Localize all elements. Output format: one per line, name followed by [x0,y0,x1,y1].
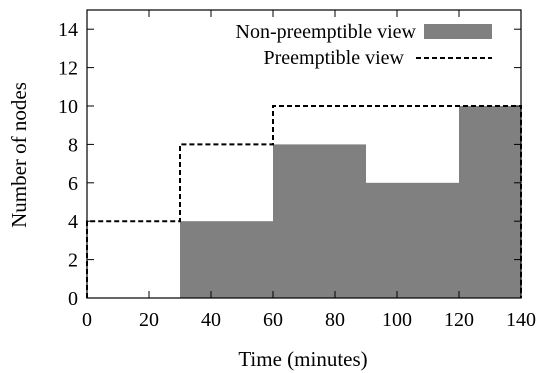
x-tick-label-6: 120 [444,309,474,331]
tick-labels: 0 20 40 60 80 100 120 140 0 2 4 6 8 10 12 14 [58,19,536,331]
y-tick-label-7: 14 [58,19,78,41]
y-tick-label-4: 8 [68,134,78,156]
y-axis-title: Number of nodes [7,82,31,228]
nonpreemptible-bar-3 [459,106,521,298]
nonpreemptible-bar-1 [273,144,366,298]
x-tick-label-2: 40 [201,309,221,331]
legend-label-nonpreemptible: Non-preemptible view [236,21,417,43]
nonpreemptible-bar-0 [180,221,273,298]
nonpreemptible-bar-2 [366,182,459,298]
legend: Non-preemptible view Preemptible view [236,21,492,69]
x-tick-label-3: 60 [263,309,283,331]
y-tick-label-6: 12 [58,58,78,80]
y-tick-label-1: 2 [68,250,78,272]
x-tick-label-4: 80 [325,309,345,331]
axes [86,9,522,299]
legend-swatch-nonpreemptible [424,24,492,39]
y-tick-label-5: 10 [58,96,78,118]
y-tick-label-0: 0 [68,288,78,310]
y-tick-label-3: 6 [68,173,78,195]
plot-frame [86,9,522,299]
preemptible-line-layer [86,105,522,298]
legend-label-preemptible: Preemptible view [263,47,404,69]
preemptible-step-line [86,105,522,298]
x-tick-label-7: 140 [506,309,536,331]
nonpreemptible-bars [180,106,521,298]
x-tick-label-5: 100 [382,309,412,331]
x-tick-label-1: 20 [139,309,159,331]
x-tick-label-0: 0 [82,309,92,331]
x-axis-title: Time (minutes) [238,347,367,371]
y-tick-label-2: 4 [68,211,78,233]
